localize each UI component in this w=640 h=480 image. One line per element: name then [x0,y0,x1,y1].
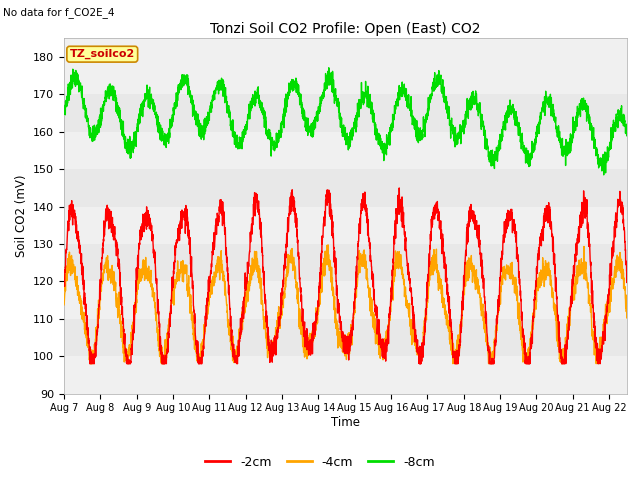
Text: No data for f_CO2E_4: No data for f_CO2E_4 [3,7,115,18]
Bar [64,95,627,132]
Legend: -2cm, -4cm, -8cm: -2cm, -4cm, -8cm [200,451,440,474]
Bar [64,319,627,356]
Text: TZ_soilco2: TZ_soilco2 [70,49,135,60]
Title: Tonzi Soil CO2 Profile: Open (East) CO2: Tonzi Soil CO2 Profile: Open (East) CO2 [211,22,481,36]
Y-axis label: Soil CO2 (mV): Soil CO2 (mV) [15,175,28,257]
Bar [64,244,627,281]
X-axis label: Time: Time [331,416,360,429]
Bar [64,169,627,207]
